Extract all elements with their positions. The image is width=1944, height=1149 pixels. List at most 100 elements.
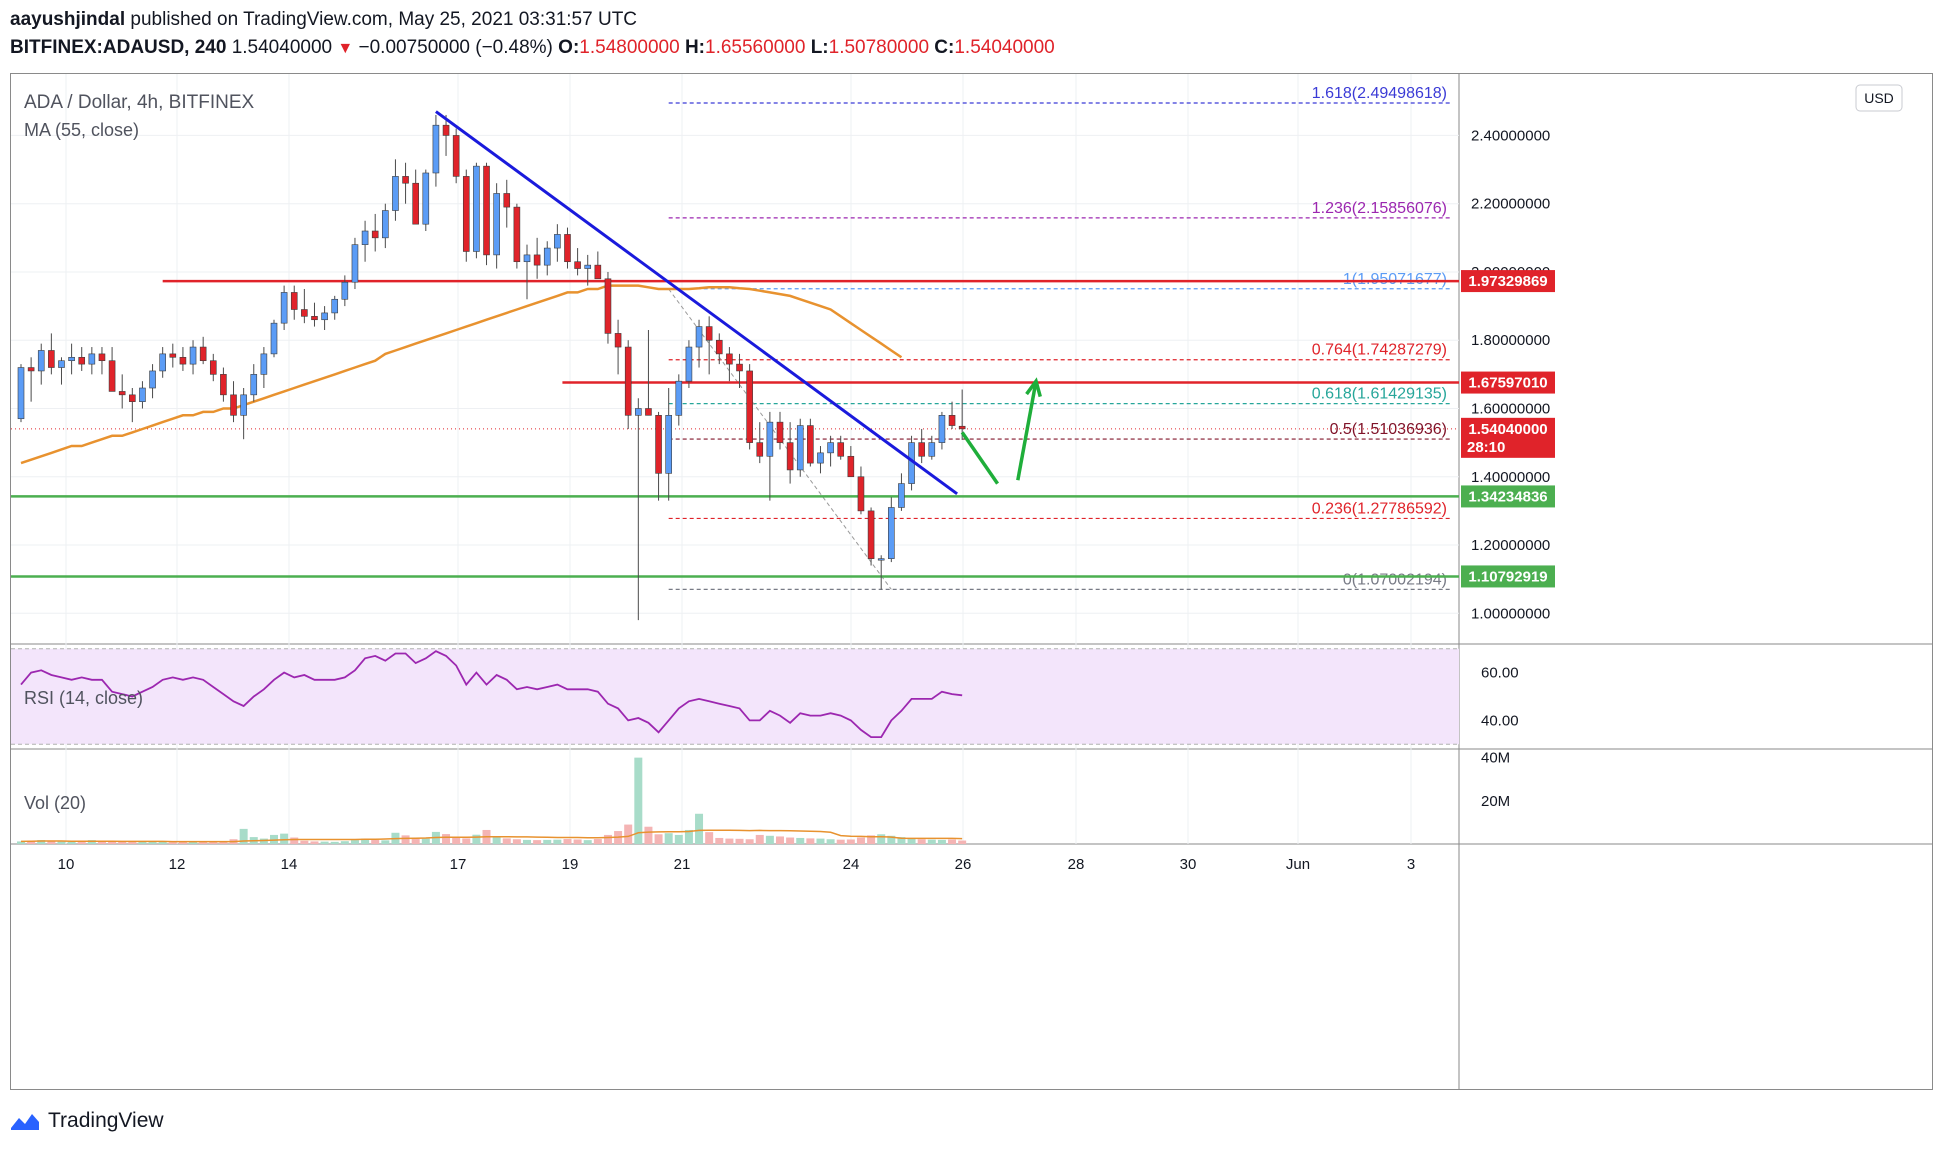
candle [574,248,581,276]
tag-background [1461,565,1555,588]
candle-body [301,309,308,317]
currency-button[interactable]: USD [1855,84,1903,112]
volume-bar [290,837,299,844]
down-arrow-icon: ▼ [337,40,354,57]
tradingview-logo-icon[interactable] [10,1110,40,1132]
candle [533,237,541,279]
candle-body [27,367,35,372]
candle-body [473,165,480,252]
candle-body [452,135,460,177]
candle [564,227,571,269]
volume-bar [108,841,117,844]
candle-body [888,507,895,559]
volume-bar [715,837,724,844]
candle [554,224,561,262]
candle [624,340,632,429]
candle-body [260,353,268,375]
candle [139,381,146,409]
candle-body [422,172,430,225]
chart-frame[interactable]: 1.618(2.49498618) 1.236(2.15856076) 1(1.95… [10,73,1933,1090]
candle [513,203,521,269]
symbol-label: BITFINEX:ADAUSD, 240 [10,37,227,58]
candle-body [948,415,956,426]
volume-bar [492,836,501,844]
candle [523,244,531,300]
volume-bar [776,836,784,844]
candle-body [614,333,622,348]
candle-body [189,346,197,365]
candle-body [503,193,511,208]
candle-body [351,244,359,283]
volume-bar [755,834,764,844]
volume-bar [442,834,451,844]
candle-body [746,370,753,443]
candle-body [361,230,369,245]
candle-body [270,322,278,355]
volume-bar [867,835,876,844]
candlestick-series [17,114,966,621]
candle [746,364,753,450]
fib-level-label: 0.5(1.51036936) [1330,421,1447,438]
volume-bar [219,841,228,844]
candle-body [78,356,86,365]
volume-bar [411,837,420,844]
candle [78,347,86,371]
candle-body [624,346,632,416]
volume-bar [907,838,916,844]
volume-bar [745,839,754,844]
volume-bar [320,841,329,844]
tradingview-brand[interactable]: TradingView [48,1109,164,1132]
volume-bar [27,840,36,844]
candle-body [321,312,328,321]
candle [48,333,55,375]
candle-body [857,476,865,512]
candle [341,275,349,307]
candle-body [442,124,450,136]
candle-body [665,415,672,474]
candle-body [756,442,764,457]
candle-body [432,124,440,174]
fib-level-label: 0.236(1.27786592) [1312,500,1447,517]
low-label: L: [810,37,829,58]
candle-body [523,254,531,263]
volume-bar [735,838,744,844]
fib-level-label: 1(1.95071677) [1343,271,1447,288]
candle [169,343,177,368]
candle-body [705,326,713,341]
symbol-line: BITFINEX:ADAUSD, 240 1.54040000 ▼ −0.007… [10,34,1910,63]
candle-body [675,380,683,416]
arrow-head [1025,377,1042,398]
horizontal-levels [11,279,1459,578]
candle-body [807,425,814,464]
candle [98,347,106,375]
volume-bar [786,837,795,844]
fib-level-label: 0.618(1.61429135) [1312,386,1447,403]
candle [503,179,511,228]
candle [392,159,399,221]
volume-bar [47,841,56,844]
candle-body [786,442,794,471]
volume-ma-line [20,829,963,843]
rsi-tick-label: 40.00 [1481,712,1519,729]
volume-bar [148,841,157,844]
bar-countdown: 28:10 [1467,439,1505,456]
candle [655,411,662,501]
candle-body [766,421,774,457]
publish-line: aayushjindal published on TradingView.co… [10,6,1910,34]
projection-arrow [960,431,1000,485]
price-chart[interactable]: 1.618(2.49498618) 1.236(2.15856076) 1(1.95… [11,74,1932,1089]
volume-bar [695,813,704,844]
candle [27,357,35,402]
candle-body [108,360,116,392]
candle [867,507,875,566]
candle [412,169,419,225]
support-price-tag: 1.10792919 [1461,565,1555,588]
publisher-name[interactable]: aayushjindal [10,9,126,30]
candle [331,295,339,320]
candle [847,446,855,478]
candle-body [382,210,389,239]
volume-bar [361,838,370,844]
volume-bar [684,829,693,844]
candle [796,418,804,477]
volume-bar [523,839,531,844]
